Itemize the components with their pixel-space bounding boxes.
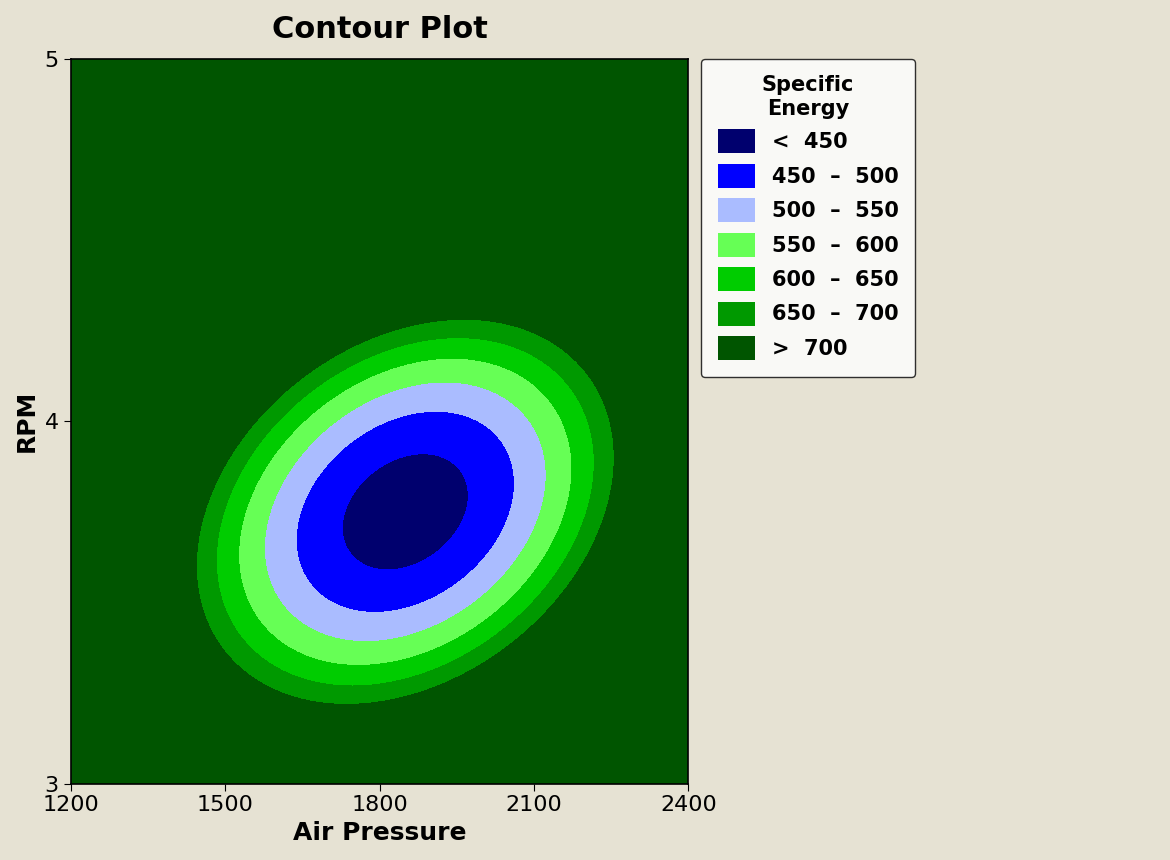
Title: Contour Plot: Contour Plot [271, 15, 488, 44]
X-axis label: Air Pressure: Air Pressure [292, 821, 467, 845]
Legend: <  450, 450  –  500, 500  –  550, 550  –  600, 600  –  650, 650  –  700, >  700: < 450, 450 – 500, 500 – 550, 550 – 600, … [701, 58, 915, 377]
Y-axis label: RPM: RPM [15, 390, 39, 452]
